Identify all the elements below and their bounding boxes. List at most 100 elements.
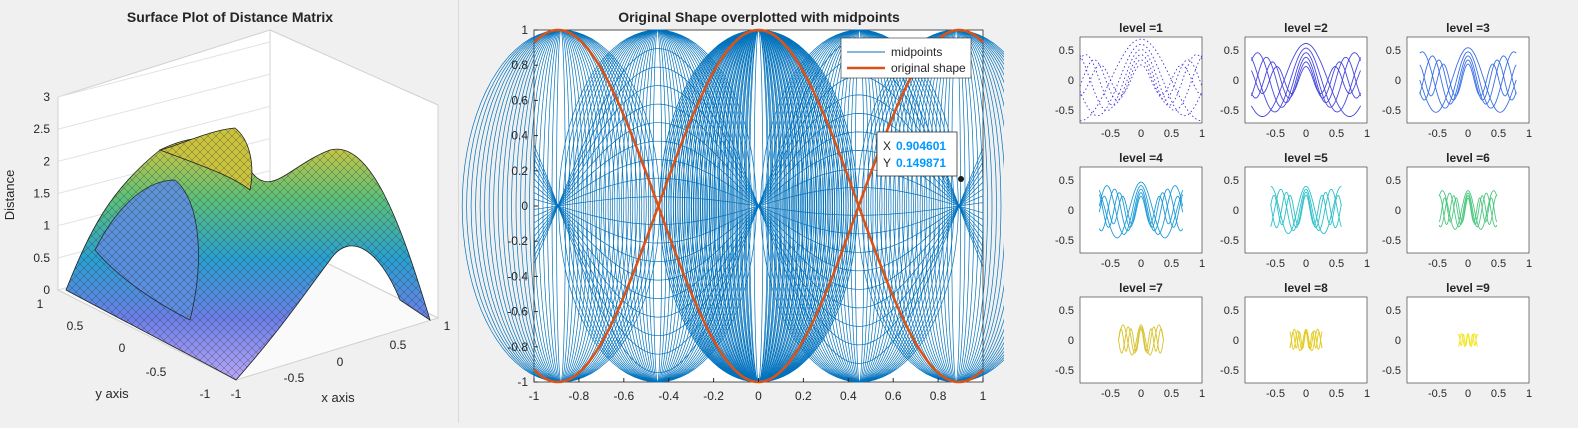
subplot-x-tick: -0.5 xyxy=(1101,388,1120,400)
y-tick-label: 1 xyxy=(37,297,44,311)
subplot-curve xyxy=(1250,47,1362,113)
subplot-y-tick: -0.5 xyxy=(1382,235,1401,247)
subplot-x-tick: 1 xyxy=(1199,128,1205,140)
subplot-title: level =3 xyxy=(1446,21,1490,35)
z-tick-label: 0 xyxy=(43,283,50,297)
subplot-y-tick: -0.5 xyxy=(1055,235,1074,247)
subplot-x-tick: 0 xyxy=(1465,258,1471,270)
subplot-y-tick: 0 xyxy=(1233,75,1239,87)
subplot-y-tick: 0 xyxy=(1395,335,1401,347)
overplot-title: Original Shape overplotted with midpoint… xyxy=(618,9,900,25)
x-tick-label: -0.6 xyxy=(613,389,634,403)
subplot-x-tick: 1 xyxy=(1199,258,1205,270)
datatip-marker xyxy=(958,176,964,182)
subplot-curve xyxy=(1438,190,1498,230)
y-tick-label: 0 xyxy=(119,341,126,355)
subplot-y-tick: -0.5 xyxy=(1220,105,1239,117)
y-tick-label: -1 xyxy=(517,375,528,389)
z-grid-line xyxy=(57,41,271,98)
subplot-curve xyxy=(1079,43,1203,117)
subplot-title: level =6 xyxy=(1446,151,1490,165)
x-tick-label: 0.8 xyxy=(930,389,947,403)
level-subplot: level =6 -0.5 0 0.5 1 0.5 0 -0.5 xyxy=(1382,151,1532,270)
y-tick-label: 1 xyxy=(521,23,528,37)
subplot-y-tick: -0.5 xyxy=(1382,105,1401,117)
subplot-curve xyxy=(1250,61,1362,99)
subplot-y-tick: 0 xyxy=(1068,335,1074,347)
subplot-curve xyxy=(1419,47,1517,113)
x-tick-label: -1 xyxy=(529,389,540,403)
subplot-y-tick: 0 xyxy=(1068,205,1074,217)
subplot-curve xyxy=(1098,188,1184,232)
subplot-title: level =4 xyxy=(1119,151,1163,165)
overplot-panel: Original Shape overplotted with midpoint… xyxy=(458,0,1056,423)
z-tick-label: 2 xyxy=(43,154,50,168)
subplot-y-tick: 0.5 xyxy=(1059,305,1074,317)
x-tick-label: 0.5 xyxy=(390,338,407,352)
x-tick-label: 0 xyxy=(755,389,762,403)
subplot-x-tick: 0.5 xyxy=(1491,258,1506,270)
subplot-title: level =1 xyxy=(1119,21,1163,35)
y-tick-label: -0.4 xyxy=(507,269,528,283)
subplot-x-tick: -0.5 xyxy=(1101,258,1120,270)
subplot-curve xyxy=(1438,192,1498,228)
subplot-y-tick: 0.5 xyxy=(1224,175,1239,187)
y-tick-label: 0.5 xyxy=(67,319,84,333)
original-shape-curve xyxy=(533,28,984,384)
level-subplot: level =7 -0.5 0 0.5 1 0.5 0 -0.5 xyxy=(1055,281,1205,400)
subplot-x-tick: 0 xyxy=(1303,258,1309,270)
subplot-x-tick: 0.5 xyxy=(1491,128,1506,140)
subplot-curve xyxy=(1438,197,1498,223)
overplot-ticks: -1 -0.8 -0.6 -0.4 -0.2 0 0.2 0.4 0.6 0.8 1 -1 -0.8 -0… xyxy=(507,23,986,403)
level-subplot: level =2 -0.5 0 0.5 1 0.5 0 -0.5 xyxy=(1220,21,1370,140)
subplot-curve xyxy=(1419,51,1517,109)
subplot-x-tick: 0.5 xyxy=(1329,258,1344,270)
subplot-curve xyxy=(1458,333,1478,347)
subplot-curve xyxy=(1118,328,1164,352)
subplot-axes xyxy=(1079,36,1203,124)
overplot-svg: Original Shape overplotted with midpoint… xyxy=(461,9,1056,403)
subplot-x-tick: 0 xyxy=(1465,128,1471,140)
subplot-curve xyxy=(1080,38,1202,122)
subplot-curve xyxy=(1270,185,1342,235)
subplot-x-tick: 0 xyxy=(1138,388,1144,400)
legend-label: midpoints xyxy=(891,45,942,59)
subplot-x-tick: 0 xyxy=(1303,128,1309,140)
subplot-x-tick: 0.5 xyxy=(1329,388,1344,400)
subplot-x-tick: 0 xyxy=(1138,258,1144,270)
subplot-y-tick: 0 xyxy=(1233,205,1239,217)
surface-plot-panel: Surface Plot of Distance Matrix 0 0.5 1 1.5… xyxy=(0,0,458,423)
subplot-x-tick: 0.5 xyxy=(1491,388,1506,400)
datatip-y-value: 0.149871 xyxy=(896,156,946,170)
surface-mesh xyxy=(65,127,431,381)
y-tick-label: 0.8 xyxy=(511,58,528,72)
subplot-axes xyxy=(1244,296,1368,384)
subplot-curve xyxy=(1079,64,1203,96)
subplot-curve xyxy=(1098,192,1184,228)
subplot-curve xyxy=(1419,59,1517,101)
subplot-y-tick: 0.5 xyxy=(1386,175,1401,187)
levels-panel: level =1 -0.5 0 0.5 1 0.5 0 -0.5 level =2 -0.5 0 0.… xyxy=(1004,0,1578,423)
subplot-y-tick: 0 xyxy=(1395,75,1401,87)
subplot-title: level =8 xyxy=(1284,281,1328,295)
subplot-x-tick: 1 xyxy=(1364,258,1370,270)
subplot-curve xyxy=(1419,63,1517,97)
subplot-y-tick: 0.5 xyxy=(1059,175,1074,187)
subplot-y-tick: 0 xyxy=(1233,335,1239,347)
subplot-curve xyxy=(1457,333,1479,347)
subplot-curve xyxy=(1270,191,1342,229)
level-subplot: level =5 -0.5 0 0.5 1 0.5 0 -0.5 xyxy=(1220,151,1370,270)
level-subplot: level =3 -0.5 0 0.5 1 0.5 0 -0.5 xyxy=(1382,21,1532,140)
datatip[interactable]: X 0.904601 Y 0.149871 xyxy=(876,131,964,182)
subplot-axes xyxy=(1406,36,1530,124)
subplot-y-tick: 0 xyxy=(1068,75,1074,87)
z-grid-line xyxy=(57,105,271,162)
legend-box xyxy=(840,37,972,79)
surface-xlabel: x axis xyxy=(321,390,355,405)
subplot-y-tick: 0.5 xyxy=(1224,305,1239,317)
subplot-x-tick: 0.5 xyxy=(1164,258,1179,270)
subplot-curve xyxy=(1118,326,1164,354)
y-tick-label: 0.2 xyxy=(511,164,528,178)
subplot-y-tick: -0.5 xyxy=(1220,235,1239,247)
subplot-curve xyxy=(1079,49,1203,111)
